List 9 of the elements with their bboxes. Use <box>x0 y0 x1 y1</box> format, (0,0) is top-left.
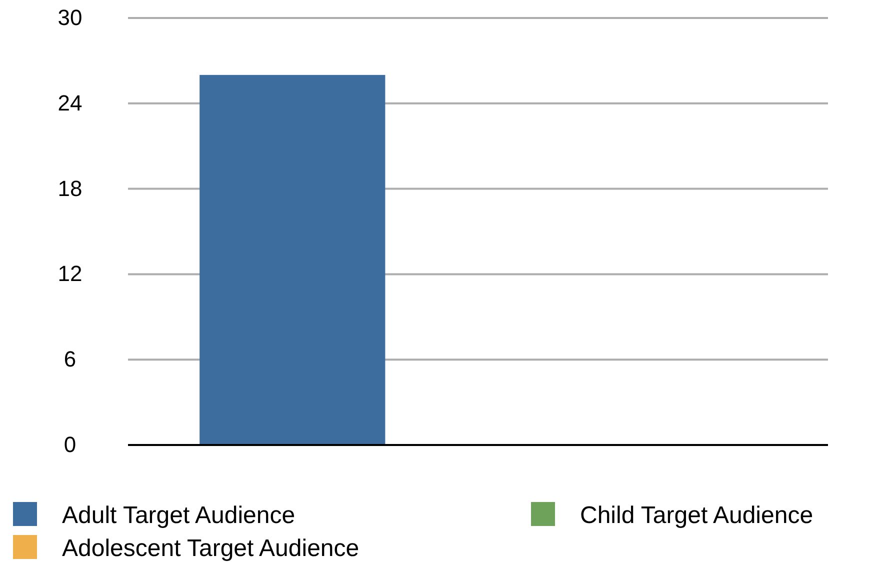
y-tick-label: 0 <box>64 432 76 458</box>
y-tick-label: 18 <box>58 176 82 201</box>
legend-label: Adult Target Audience <box>62 502 296 529</box>
y-tick-label: 6 <box>64 346 76 372</box>
y-tick-label: 30 <box>58 5 82 30</box>
legend-label: Child Target Audience <box>580 502 814 529</box>
legend-label: Adolescent Target Audience <box>62 535 360 562</box>
y-tick-label: 24 <box>58 90 82 116</box>
y-tick-label: 12 <box>58 261 82 286</box>
